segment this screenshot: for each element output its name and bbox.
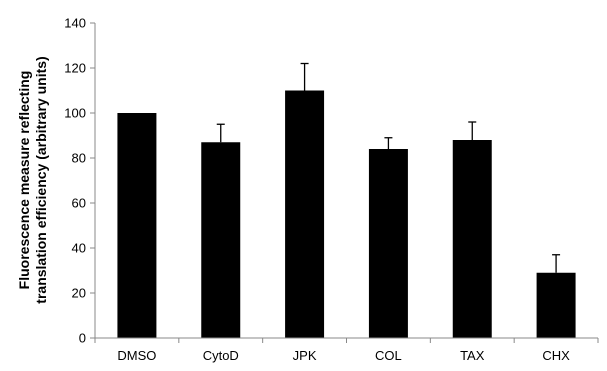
y-tick-label: 40 bbox=[72, 241, 86, 256]
bars bbox=[117, 90, 576, 338]
y-axis-title: Fluorescence measure reflecting translat… bbox=[16, 56, 49, 303]
x-tick-label-cytod: CytoD bbox=[203, 348, 239, 363]
y-axis-ticks: 0 20 40 60 80 100 120 140 bbox=[64, 16, 95, 346]
x-axis-ticks: DMSO CytoD JPK COL TAX CHX bbox=[94, 338, 599, 363]
error-bars bbox=[216, 62, 561, 273]
bar-tax bbox=[452, 140, 492, 338]
bar-chx bbox=[536, 272, 576, 338]
y-axis-title-line-2: translation efficiency (arbitrary units) bbox=[33, 56, 49, 303]
y-tick-label: 80 bbox=[72, 151, 86, 166]
y-tick-label: 60 bbox=[72, 196, 86, 211]
bar-jpk bbox=[285, 90, 325, 338]
y-axis-title-line-1: Fluorescence measure reflecting bbox=[16, 71, 32, 290]
x-tick-label-tax: TAX bbox=[460, 348, 485, 363]
y-tick-label: 0 bbox=[79, 331, 86, 346]
y-tick-label: 120 bbox=[64, 61, 86, 76]
x-tick-label-col: COL bbox=[375, 348, 402, 363]
y-tick-label: 20 bbox=[72, 286, 86, 301]
x-tick-label-chx: CHX bbox=[542, 348, 570, 363]
bar-col bbox=[368, 149, 408, 338]
x-tick-label-jpk: JPK bbox=[293, 348, 317, 363]
bar-cytod bbox=[201, 142, 241, 338]
bar-dmso bbox=[117, 113, 157, 338]
y-tick-label: 100 bbox=[64, 106, 86, 121]
x-tick-label-dmso: DMSO bbox=[117, 348, 156, 363]
y-tick-label: 140 bbox=[64, 16, 86, 31]
